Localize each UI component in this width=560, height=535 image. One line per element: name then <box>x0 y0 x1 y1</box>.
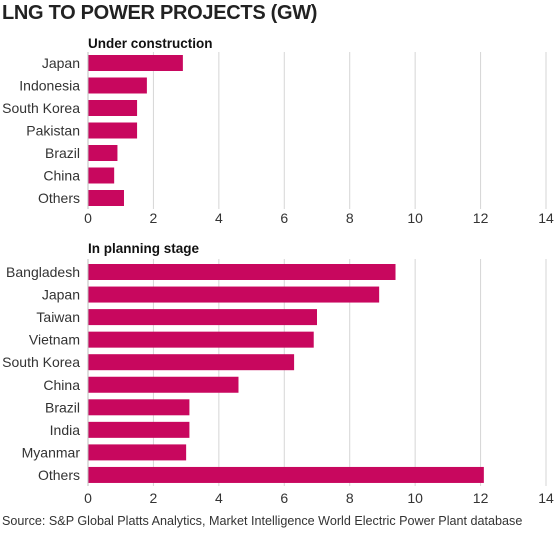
x-tick-label: 10 <box>407 210 423 226</box>
x-tick-label: 4 <box>215 490 223 506</box>
bar-china <box>88 167 115 184</box>
category-label: Brazil <box>45 145 80 161</box>
panel-under-construction: Under construction 0 2 4 6 8 10 12 14 Japan Indone… <box>2 36 554 226</box>
category-label: China <box>43 377 80 393</box>
bar-taiwan <box>88 309 317 326</box>
x-tick-label: 6 <box>280 210 288 226</box>
category-label: Myanmar <box>22 444 81 460</box>
x-tick-label: 12 <box>473 490 489 506</box>
x-tick-label: 8 <box>346 490 354 506</box>
bar-china <box>88 376 239 393</box>
bar-south-korea <box>88 354 295 371</box>
bar-pakistan <box>88 122 138 139</box>
bar-myanmar <box>88 444 187 461</box>
x-tick-label: 6 <box>280 490 288 506</box>
x-tick-label: 0 <box>84 490 92 506</box>
category-label: Bangladesh <box>6 264 80 280</box>
category-label: Indonesia <box>19 78 80 94</box>
panel-subtitle-under-construction: Under construction <box>88 36 213 51</box>
bar-vietnam <box>88 331 314 348</box>
category-label: Others <box>38 467 80 483</box>
category-label: Others <box>38 190 80 206</box>
category-label: Pakistan <box>26 123 80 139</box>
bar-south-korea <box>88 100 138 116</box>
bar-japan <box>88 55 183 71</box>
x-tick-label: 4 <box>215 210 223 226</box>
x-tick-label: 2 <box>150 210 158 226</box>
bar-others <box>88 466 484 483</box>
x-tick-label: 8 <box>346 210 354 226</box>
bar-india <box>88 421 190 438</box>
category-label: India <box>50 422 81 438</box>
category-label: Vietnam <box>29 332 80 348</box>
category-label: Taiwan <box>36 309 80 325</box>
category-label: South Korea <box>2 354 80 370</box>
bar-japan <box>88 286 380 303</box>
source-note: Source: S&P Global Platts Analytics, Mar… <box>2 514 523 528</box>
bar-bangladesh <box>88 264 396 280</box>
x-tick-label: 12 <box>473 210 489 226</box>
x-tick-label: 14 <box>538 210 554 226</box>
x-tick-label: 14 <box>538 490 554 506</box>
x-tick-label: 0 <box>84 210 92 226</box>
bar-brazil <box>88 399 190 416</box>
category-label: Japan <box>42 287 80 303</box>
category-label: South Korea <box>2 100 80 116</box>
chart-title: LNG TO POWER PROJECTS (GW) <box>2 2 318 24</box>
panel-subtitle-planning-stage: In planning stage <box>88 241 199 256</box>
panel-planning-stage: In planning stage 0 2 4 6 8 10 12 14 Bangladesh Ja… <box>2 241 554 506</box>
bar-others <box>88 190 124 206</box>
x-tick-label: 2 <box>150 490 158 506</box>
x-tick-label: 10 <box>407 490 423 506</box>
bar-brazil <box>88 145 118 161</box>
category-label: Brazil <box>45 399 80 415</box>
bar-indonesia <box>88 77 147 94</box>
category-label: Japan <box>42 55 80 71</box>
category-label: China <box>43 168 80 184</box>
